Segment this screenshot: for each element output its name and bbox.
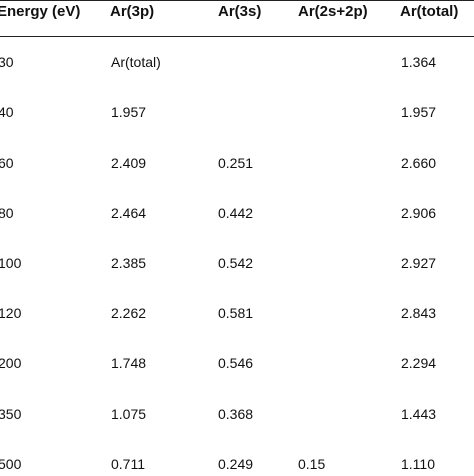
table-cell: 350 [0, 406, 22, 422]
table-cell: 0.711 [111, 456, 145, 472]
table-cell: 1.957 [111, 104, 147, 120]
table-cell: 0.442 [218, 205, 254, 221]
table-cell: 120 [0, 305, 22, 321]
header-ar-3s: Ar(3s) [218, 3, 262, 20]
table-cell: 1.364 [401, 54, 437, 70]
table-cell: 100 [0, 255, 22, 271]
table-top-rule [0, 0, 474, 1]
table-cell: 2.385 [111, 255, 147, 271]
header-energy: Energy (eV) [0, 3, 81, 20]
table-cell: 2.660 [401, 155, 437, 171]
table-cell: 500 [0, 456, 22, 472]
table-cell: 0.249 [218, 456, 254, 472]
header-ar-2s2p: Ar(2s+2p) [298, 3, 368, 20]
table-cell: 0.15 [298, 456, 326, 472]
table-cell: 2.906 [401, 205, 437, 221]
table-cell: 60 [0, 155, 14, 171]
table-cell: 1.748 [111, 355, 147, 371]
table-cell: 0.542 [218, 255, 254, 271]
table-cell: 2.927 [401, 255, 437, 271]
table-cell: 2.464 [111, 205, 147, 221]
header-ar-3p: Ar(3p) [110, 3, 155, 20]
table-cell: 2.409 [111, 155, 147, 171]
table-cell: 0.581 [218, 305, 254, 321]
table-cell: Ar(total) [111, 54, 161, 70]
table-cell: 40 [0, 104, 14, 120]
table-cell: 0.546 [218, 355, 254, 371]
table-cell: 80 [0, 205, 14, 221]
table-cell: 200 [0, 355, 22, 371]
header-rule [0, 36, 474, 37]
table-cell: 0.251 [218, 155, 254, 171]
table-cell: 2.294 [401, 355, 437, 371]
table-cell: 0.368 [218, 406, 254, 422]
table-cell: 2.262 [111, 305, 147, 321]
table-cell: 1.957 [401, 104, 437, 120]
table-cell: 30 [0, 54, 14, 70]
table-cell: 1.443 [401, 406, 437, 422]
table-cell: 2.843 [401, 305, 437, 321]
table-cell: 1.075 [111, 406, 147, 422]
header-ar-total: Ar(total) [400, 3, 459, 20]
table-cell: 1.110 [401, 456, 435, 472]
